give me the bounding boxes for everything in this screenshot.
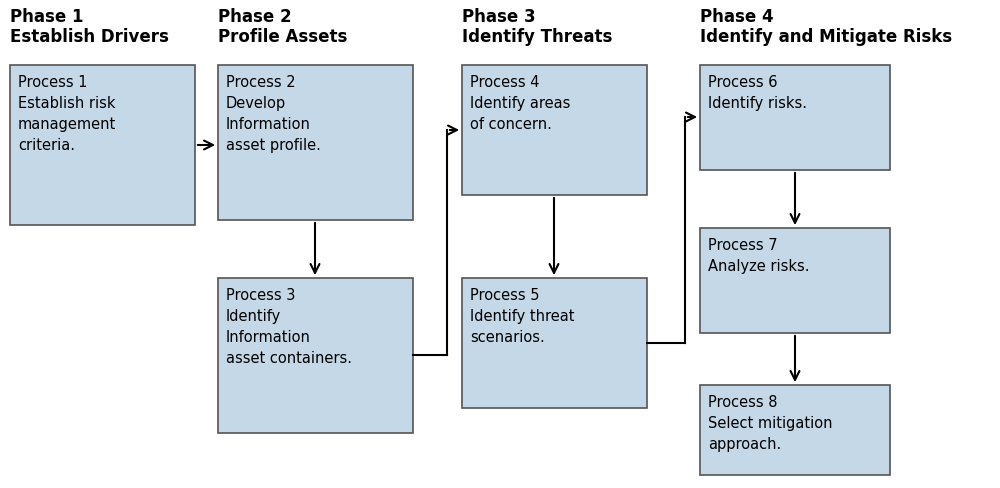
Text: Process 8
Select mitigation
approach.: Process 8 Select mitigation approach.	[708, 395, 832, 452]
Text: Process 5
Identify threat
scenarios.: Process 5 Identify threat scenarios.	[470, 288, 574, 345]
Text: Process 2
Develop
Information
asset profile.: Process 2 Develop Information asset prof…	[226, 75, 321, 153]
Text: Process 4
Identify areas
of concern.: Process 4 Identify areas of concern.	[470, 75, 570, 132]
Text: Identify and Mitigate Risks: Identify and Mitigate Risks	[700, 28, 952, 46]
Text: Process 1
Establish risk
management
criteria.: Process 1 Establish risk management crit…	[18, 75, 116, 153]
Text: Establish Drivers: Establish Drivers	[10, 28, 169, 46]
Text: Process 7
Analyze risks.: Process 7 Analyze risks.	[708, 238, 810, 274]
Text: Phase 2: Phase 2	[218, 8, 292, 26]
Text: Phase 1: Phase 1	[10, 8, 84, 26]
Text: Phase 3: Phase 3	[462, 8, 536, 26]
Text: Phase 4: Phase 4	[700, 8, 774, 26]
Bar	[10, 65, 195, 225]
Text: Process 3
Identify
Information
asset containers.: Process 3 Identify Information asset con…	[226, 288, 352, 366]
Bar	[700, 65, 890, 170]
Text: Profile Assets: Profile Assets	[218, 28, 347, 46]
Text: Process 6
Identify risks.: Process 6 Identify risks.	[708, 75, 807, 111]
Bar	[218, 278, 413, 433]
Text: Identify Threats: Identify Threats	[462, 28, 612, 46]
Bar	[218, 65, 413, 220]
Bar	[700, 228, 890, 333]
Bar	[700, 385, 890, 475]
Bar	[462, 278, 647, 408]
Bar	[462, 65, 647, 195]
